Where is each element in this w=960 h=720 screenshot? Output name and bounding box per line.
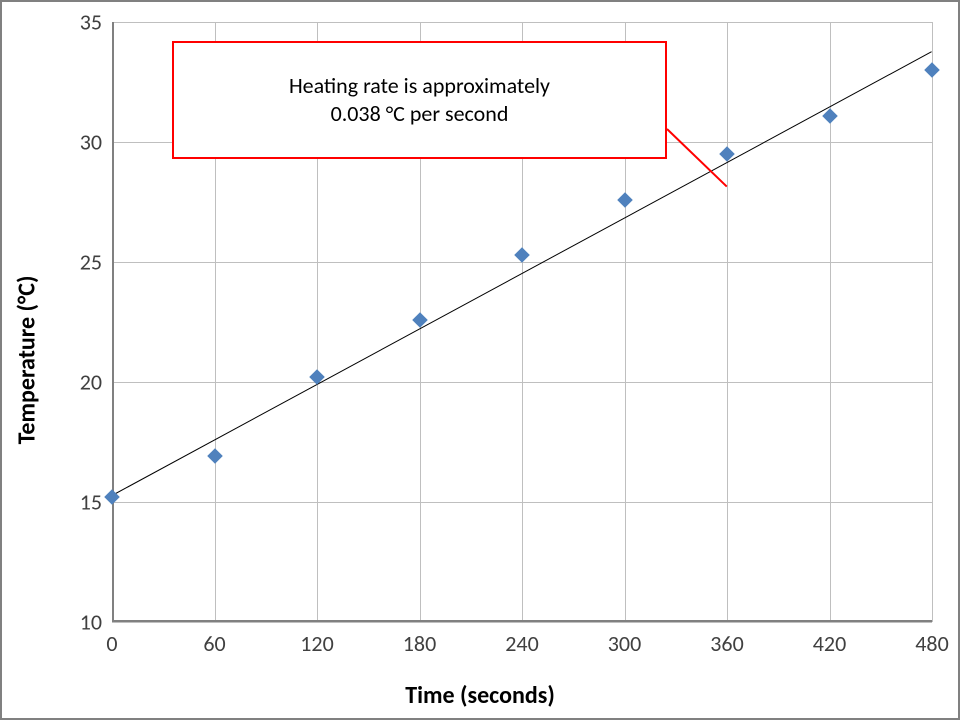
y-axis-line <box>112 22 114 622</box>
x-tick-label: 480 <box>915 630 948 657</box>
x-axis-line <box>112 620 932 622</box>
gridline-vertical <box>932 22 933 622</box>
x-tick-label: 60 <box>203 630 225 657</box>
x-tick-label: 240 <box>505 630 538 657</box>
x-axis-label: Time (seconds) <box>405 681 555 710</box>
y-tick-label: 10 <box>80 609 102 636</box>
callout-line2: 0.038 °C per second <box>331 100 509 128</box>
y-tick-label: 20 <box>80 369 102 396</box>
callout-line1: Heating rate is approximately <box>289 72 550 100</box>
x-tick-label: 120 <box>300 630 333 657</box>
x-tick-label: 180 <box>403 630 436 657</box>
chart-frame: Temperature (°C) Time (seconds) 10152025… <box>0 0 960 720</box>
data-marker <box>514 247 530 263</box>
y-tick-label: 15 <box>80 489 102 516</box>
gridline-vertical <box>727 22 728 622</box>
data-marker <box>924 62 940 78</box>
data-marker <box>617 192 633 208</box>
x-tick-label: 300 <box>608 630 641 657</box>
x-tick-label: 360 <box>710 630 743 657</box>
y-tick-label: 25 <box>80 249 102 276</box>
y-tick-label: 35 <box>80 9 102 36</box>
x-tick-label: 0 <box>106 630 117 657</box>
data-marker <box>207 449 223 465</box>
y-tick-label: 30 <box>80 129 102 156</box>
plot-area: 101520253035060120180240300360420480Heat… <box>112 22 932 622</box>
callout-box: Heating rate is approximately0.038 °C pe… <box>172 41 667 159</box>
x-tick-label: 420 <box>813 630 846 657</box>
gridline-horizontal <box>112 622 932 623</box>
y-axis-label: Temperature (°C) <box>12 276 41 445</box>
